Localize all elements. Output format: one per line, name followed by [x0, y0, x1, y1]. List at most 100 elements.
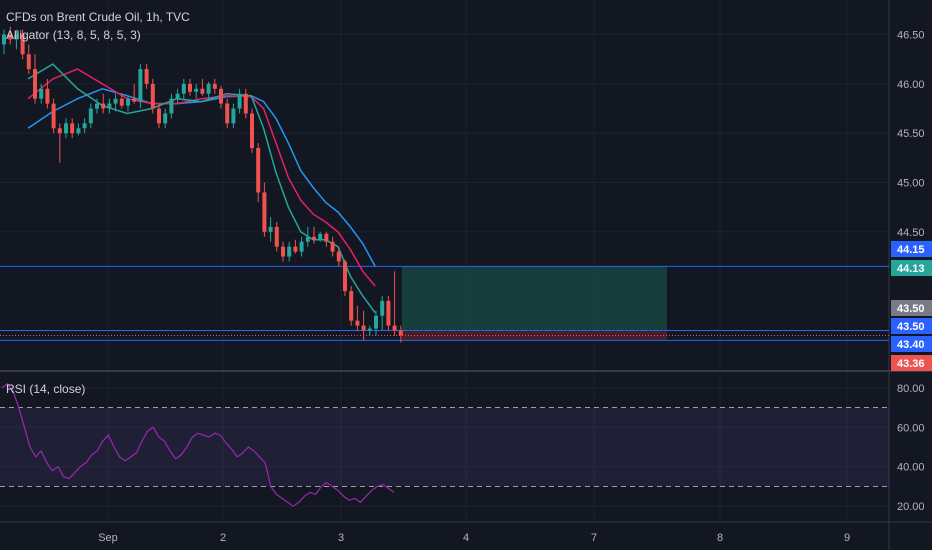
candle-body — [274, 226, 279, 247]
price-badge-label: 43.50 — [897, 303, 925, 315]
candle-body — [318, 233, 323, 240]
candle-body — [126, 98, 130, 106]
candle-body — [200, 88, 205, 94]
price-tick-label: 46.00 — [897, 79, 925, 91]
candle-body — [212, 83, 217, 89]
rsi-tick-label: 40.00 — [897, 462, 925, 474]
candle-body — [144, 69, 149, 84]
candle-body — [262, 192, 267, 232]
candle-body — [299, 241, 304, 252]
price-badge — [891, 355, 932, 371]
candle-body — [243, 93, 248, 114]
candle-body — [157, 108, 161, 124]
candle-body — [330, 241, 335, 252]
candle-body — [163, 113, 168, 124]
price-tick-label: 45.00 — [897, 178, 925, 190]
time-tick-label: 4 — [463, 532, 469, 544]
candle-body — [95, 103, 99, 109]
candle-body — [113, 98, 118, 104]
time-tick-label: Sep — [98, 532, 118, 544]
time-tick-label: 8 — [717, 532, 723, 544]
candle-body — [349, 291, 354, 321]
candle-body — [367, 328, 372, 331]
target-zone — [402, 266, 667, 331]
candle-body — [361, 325, 366, 331]
price-badge — [891, 318, 932, 334]
candle-body — [206, 83, 211, 94]
rsi-tick-label: 60.00 — [897, 422, 925, 434]
candle-body — [336, 251, 341, 262]
time-tick-label: 3 — [338, 532, 344, 544]
candle-body — [293, 246, 298, 252]
candle-body — [138, 69, 143, 102]
indicator-label[interactable]: Alligator (13, 8, 5, 8, 5, 3) — [6, 28, 141, 42]
candle-body — [386, 300, 391, 326]
candle-body — [76, 128, 81, 134]
candle-body — [225, 103, 230, 124]
candle-body — [132, 98, 137, 102]
candle-body — [51, 103, 56, 129]
candle-body — [312, 236, 316, 240]
price-tick-label: 45.50 — [897, 128, 925, 140]
candle-body — [20, 34, 25, 55]
time-tick-label: 7 — [591, 532, 597, 544]
candle-body — [119, 98, 124, 106]
candle-body — [2, 34, 6, 45]
alligator-jaw-line — [27, 88, 376, 267]
candle-body — [175, 93, 180, 99]
candle-body — [380, 300, 385, 316]
candle-body — [45, 88, 50, 104]
candle-body — [26, 54, 31, 70]
candle-body — [82, 123, 87, 129]
candle-body — [39, 88, 44, 99]
candle-body — [231, 108, 236, 124]
rsi-tick-label: 80.00 — [897, 383, 925, 395]
candle-body — [398, 330, 403, 336]
price-badge — [891, 260, 932, 276]
candle-body — [33, 69, 37, 99]
price-badge — [891, 336, 932, 352]
price-badge — [891, 300, 932, 316]
candle-body — [70, 123, 75, 134]
time-tick-label: 2 — [220, 532, 226, 544]
price-badge-label: 44.13 — [897, 263, 925, 275]
candle-body — [324, 233, 329, 242]
candle-body — [57, 128, 62, 134]
candle-body — [194, 88, 199, 92]
candle-body — [188, 83, 192, 92]
alligator-lips-line — [27, 63, 376, 314]
candle-body — [150, 83, 155, 109]
candle-body — [343, 261, 347, 292]
candle-body — [281, 246, 285, 257]
price-tick-label: 44.50 — [897, 227, 925, 239]
rsi-tick-label: 20.00 — [897, 501, 925, 513]
candle-body — [287, 246, 292, 257]
candle-body — [181, 83, 186, 94]
rsi-label[interactable]: RSI (14, close) — [6, 382, 86, 396]
candle-body — [268, 226, 273, 232]
candle-body — [101, 103, 106, 109]
price-tick-label: 46.50 — [897, 30, 925, 42]
price-badge-label: 44.15 — [897, 244, 925, 256]
candle-body — [355, 320, 360, 326]
price-badge-label: 43.36 — [897, 358, 925, 370]
candle-body — [107, 103, 112, 109]
price-badge-label: 43.50 — [897, 321, 925, 333]
candle-body — [305, 236, 310, 242]
time-tick-label: 9 — [844, 532, 850, 544]
price-badge-label: 43.40 — [897, 339, 925, 351]
candle-body — [8, 34, 13, 40]
candle-body — [14, 34, 19, 40]
candle-body — [64, 123, 68, 134]
symbol-title[interactable]: CFDs on Brent Crude Oil, 1h, TVC — [6, 10, 190, 24]
candle-body — [88, 108, 93, 124]
rsi-line — [1, 382, 395, 507]
alligator-teeth-line — [27, 68, 376, 287]
candle-body — [237, 93, 242, 109]
candle-body — [256, 148, 261, 193]
rsi-band — [0, 407, 889, 487]
candle-body — [250, 113, 254, 148]
price-badge — [891, 241, 932, 257]
